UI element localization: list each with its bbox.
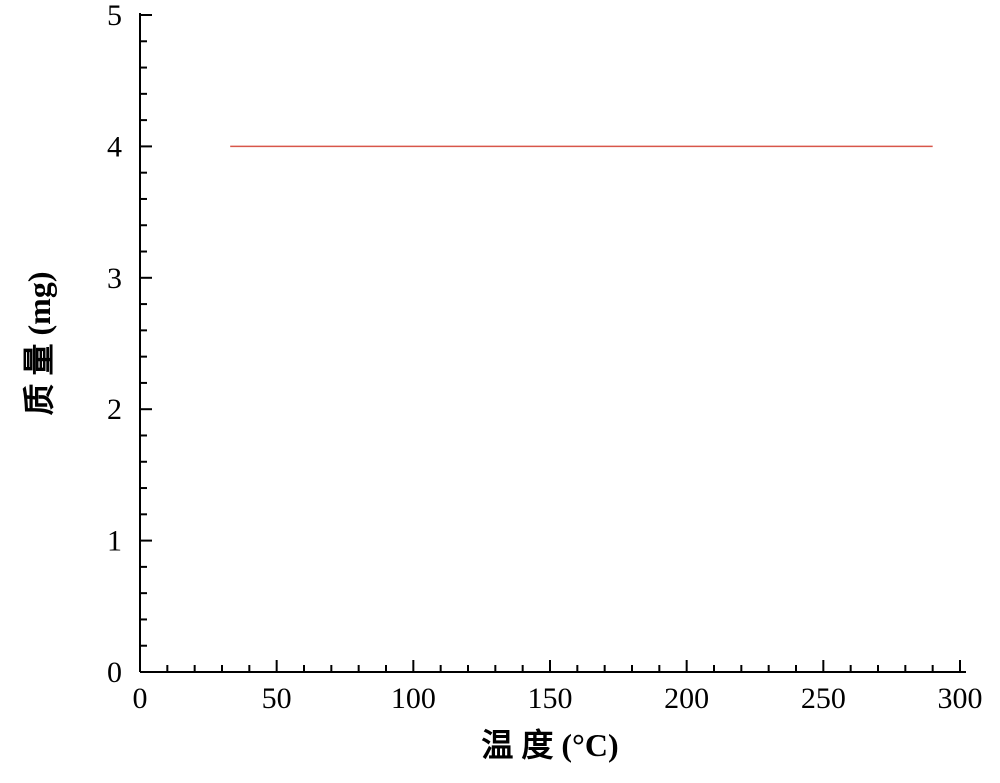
- x-tick-label: 250: [801, 682, 846, 715]
- y-tick-label: 5: [107, 0, 122, 32]
- x-axis-title: 温 度 (°C): [481, 727, 618, 763]
- y-tick-label: 0: [107, 656, 122, 689]
- y-tick-label: 4: [107, 130, 122, 163]
- x-tick-label: 150: [528, 682, 573, 715]
- y-tick-label: 2: [107, 393, 122, 426]
- tga-chart: 0 50 100 150 200 250 300 0 1 2 3 4 5 温 度 (°C) 质 量 (mg): [0, 0, 1000, 783]
- y-tick-label: 3: [107, 262, 122, 295]
- y-axis-title: 质 量 (mg): [21, 272, 57, 416]
- x-tick-label: 50: [262, 682, 292, 715]
- x-tick-label: 200: [664, 682, 709, 715]
- y-tick-label: 1: [107, 525, 122, 558]
- x-tick-label: 300: [938, 682, 983, 715]
- x-tick-label: 100: [391, 682, 436, 715]
- x-tick-label: 0: [133, 682, 148, 715]
